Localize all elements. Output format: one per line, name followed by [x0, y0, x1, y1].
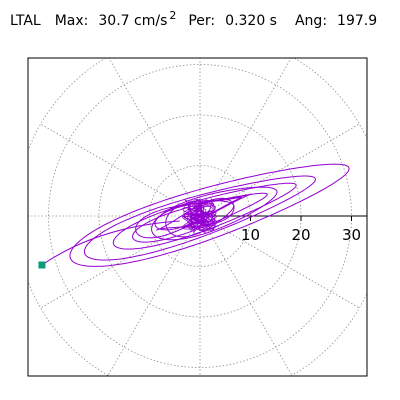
grid-spoke-30 — [208, 123, 360, 212]
chart-header: LTAL Max: 30.7 cm/s 2 Per: 0.320 s Ang: 197.9 — [10, 10, 378, 29]
grid-spoke-120 — [108, 58, 196, 208]
orbit-center-cloud — [181, 198, 218, 234]
grid-spoke-300 — [204, 224, 293, 376]
max-label: Max: — [54, 13, 89, 29]
period-value: 0.320 s — [225, 13, 277, 29]
plot-frame — [27, 57, 368, 377]
grid-spoke-210 — [40, 220, 192, 309]
end-point-marker — [38, 261, 46, 269]
radial-tick-label-10: 10 — [241, 226, 260, 244]
period-label: Per: — [188, 13, 216, 29]
max-value: 30.7 cm/s — [98, 13, 168, 29]
orbit-loop-7 — [165, 200, 235, 238]
end-marker — [38, 261, 46, 269]
orbit-loop-2 — [83, 175, 316, 261]
grid-spoke-330 — [208, 220, 360, 309]
max-unit-exponent: 2 — [169, 9, 177, 22]
station-code: LTAL — [10, 13, 41, 29]
orbit-loop-3 — [112, 182, 297, 250]
orbit-loop-9 — [135, 196, 243, 239]
orbit-loop-8 — [151, 186, 278, 241]
particle-motion-trace — [41, 163, 350, 267]
angle-value: 197.9 — [337, 13, 378, 29]
grid-spoke-60 — [204, 58, 292, 208]
grid-spoke-240 — [107, 224, 196, 376]
radial-tick-label-30: 30 — [342, 226, 361, 244]
angle-label: Ang: — [294, 13, 328, 29]
orbit-loop-1 — [69, 163, 350, 267]
radial-tick-labels: 10 20 30 — [241, 226, 361, 244]
radial-tick-label-20: 20 — [291, 226, 310, 244]
grid-spoke-150 — [40, 123, 192, 212]
orbit-tail — [41, 220, 180, 266]
